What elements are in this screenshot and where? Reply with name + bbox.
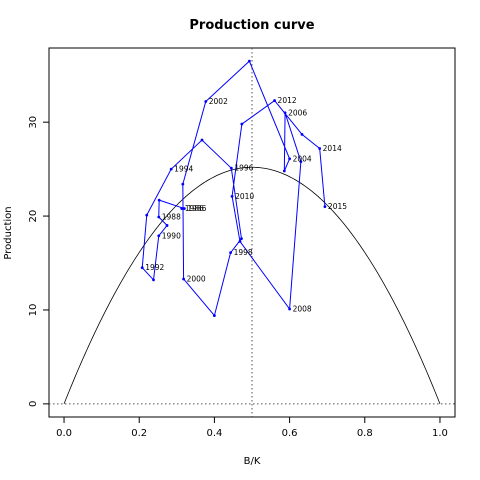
point-year-label: 2004 (293, 154, 312, 163)
data-point (238, 240, 242, 243)
y-axis: 0 10 20 30 (28, 116, 49, 407)
x-tick-label: 0.4 (206, 428, 222, 439)
data-point (288, 307, 291, 311)
point-year-label: 2010 (235, 192, 254, 201)
data-point (182, 207, 186, 210)
data-point (300, 132, 304, 136)
data-point (204, 100, 208, 103)
x-tick-label: 0.2 (131, 428, 147, 439)
point-year-label: 2012 (278, 96, 297, 105)
x-tick-label: 0.6 (282, 428, 298, 439)
data-point (229, 166, 233, 170)
data-point (282, 169, 286, 173)
point-year-label: 2015 (328, 202, 347, 211)
point-year-label: 1990 (162, 231, 181, 240)
data-point (181, 182, 185, 186)
data-point (318, 147, 322, 150)
data-point (213, 314, 216, 317)
x-tick-label: 1.0 (432, 428, 448, 439)
data-point (145, 213, 149, 217)
data-point (299, 160, 303, 164)
data-point (180, 207, 184, 210)
data-point (288, 157, 291, 161)
data-point (273, 99, 276, 102)
y-tick-label: 10 (28, 304, 39, 317)
y-tick-label: 20 (28, 210, 39, 223)
point-year-label: 1986 (185, 204, 204, 213)
y-tick-label: 0 (28, 401, 39, 407)
production-parabola (63, 166, 441, 404)
data-point (283, 111, 287, 115)
data-point (240, 122, 244, 126)
point-year-label: 2000 (187, 274, 206, 283)
data-point (230, 194, 234, 198)
point-year-label: 1998 (234, 248, 253, 257)
point-year-label: 2014 (323, 144, 342, 153)
data-point (157, 198, 161, 202)
data-point (323, 205, 327, 209)
data-point (240, 237, 243, 241)
x-axis-label: B/K (244, 456, 261, 467)
chart-title: Production curve (189, 18, 314, 33)
point-year-label: 1996 (234, 164, 253, 173)
x-tick-label: 0.0 (56, 428, 72, 439)
point-year-label: 2008 (293, 305, 312, 314)
point-year-label: 2006 (288, 108, 307, 117)
series-line (141, 60, 326, 317)
y-axis-label: Production (3, 206, 14, 259)
data-point (157, 234, 161, 238)
data-point (229, 251, 232, 255)
x-axis: 0.0 0.2 0.4 0.6 0.8 1.0 (56, 417, 448, 439)
point-year-label: 2002 (209, 97, 228, 106)
data-point (140, 266, 144, 270)
point-year-label: 1994 (174, 165, 193, 174)
data-point (152, 278, 155, 282)
data-point (157, 215, 161, 219)
data-point (200, 138, 204, 142)
y-tick-label: 30 (28, 116, 39, 129)
data-point (165, 224, 169, 227)
point-year-label: 1986 (187, 204, 206, 213)
point-year-label: 1992 (145, 263, 164, 272)
point-year-label: 1988 (162, 213, 181, 222)
data-point (169, 167, 173, 171)
series-points (140, 59, 327, 317)
data-point (182, 277, 185, 281)
data-point (247, 59, 251, 63)
x-tick-label: 0.8 (357, 428, 373, 439)
